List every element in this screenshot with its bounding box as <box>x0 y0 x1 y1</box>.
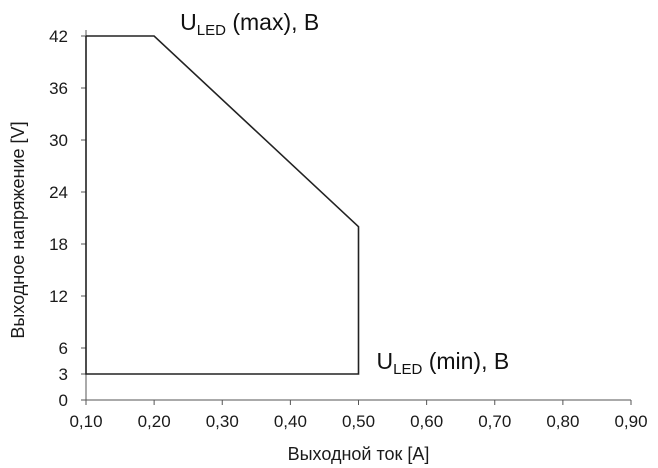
y-axis-title: Выходное напряжение [V] <box>8 121 28 338</box>
annotations: ULED (max), В ULED (min), В <box>180 9 509 378</box>
x-tick-label: 0,20 <box>138 412 171 431</box>
x-tick-label: 0,90 <box>614 412 647 431</box>
x-tick-label: 0,60 <box>410 412 443 431</box>
y-tick-label: 24 <box>49 183 68 202</box>
series-line <box>85 35 360 375</box>
y-tick-label: 12 <box>49 287 68 306</box>
y-tick-label: 6 <box>59 339 68 358</box>
series-annotation: ULED (max), В <box>180 9 319 39</box>
x-tick-label: 0,30 <box>206 412 239 431</box>
x-tick-label: 0,80 <box>546 412 579 431</box>
x-tick-label: 0,10 <box>69 412 102 431</box>
x-tick-label: 0,40 <box>274 412 307 431</box>
series <box>85 35 360 375</box>
x-tick-label: 0,70 <box>478 412 511 431</box>
y-tick-label: 0 <box>59 391 68 410</box>
y-tick-label: 30 <box>49 131 68 150</box>
y-tick-label: 18 <box>49 235 68 254</box>
ticks: 0,10 0,20 0,30 0,40 0,50 0,60 0,70 0,80 0,900361… <box>49 27 647 431</box>
x-axis-title: Выходной ток [А] <box>288 444 430 464</box>
y-tick-label: 3 <box>59 365 68 384</box>
x-tick-label: 0,50 <box>342 412 375 431</box>
series-annotation: ULED (min), В <box>377 348 510 378</box>
y-tick-label: 42 <box>49 27 68 46</box>
y-tick-label: 36 <box>49 79 68 98</box>
